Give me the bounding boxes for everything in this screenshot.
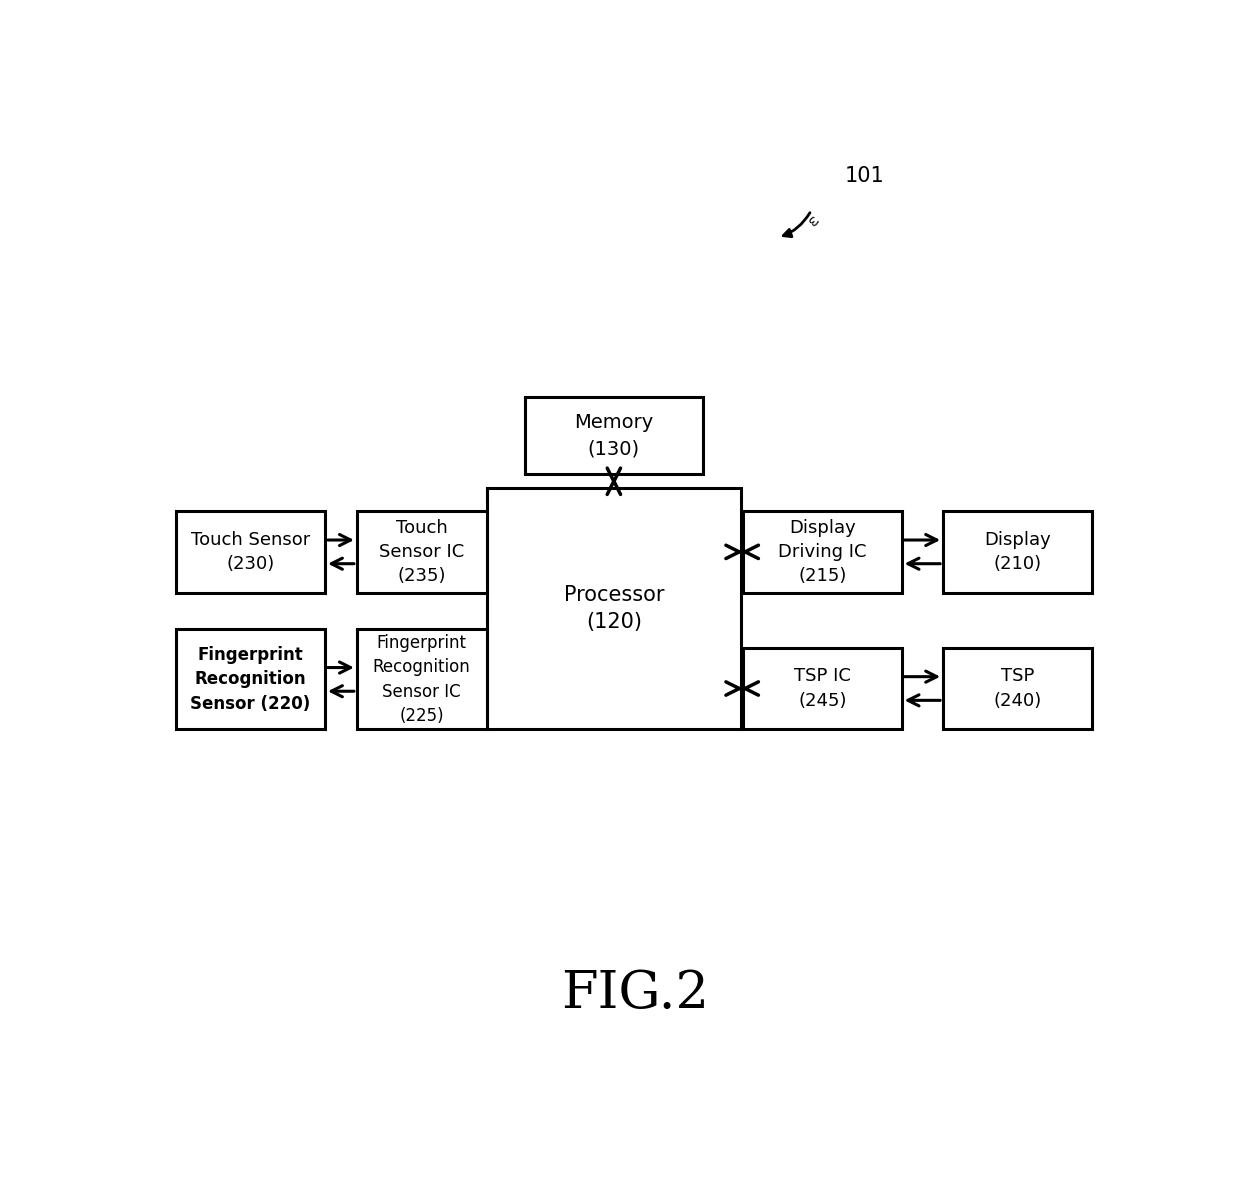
Text: TSP IC
(245): TSP IC (245) — [794, 667, 851, 710]
Text: Display
(210): Display (210) — [985, 531, 1050, 573]
FancyBboxPatch shape — [525, 397, 703, 474]
FancyBboxPatch shape — [357, 511, 486, 593]
FancyBboxPatch shape — [176, 511, 325, 593]
Text: Display
Driving IC
(215): Display Driving IC (215) — [779, 518, 867, 586]
Text: Fingerprint
Recognition
Sensor IC
(225): Fingerprint Recognition Sensor IC (225) — [373, 634, 470, 725]
Text: FIG.2: FIG.2 — [562, 968, 709, 1020]
FancyBboxPatch shape — [176, 629, 325, 730]
Text: Touch Sensor
(230): Touch Sensor (230) — [191, 531, 310, 573]
Text: Touch
Sensor IC
(235): Touch Sensor IC (235) — [379, 518, 464, 586]
FancyBboxPatch shape — [942, 647, 1092, 730]
Text: TSP
(240): TSP (240) — [993, 667, 1042, 710]
FancyBboxPatch shape — [743, 647, 901, 730]
FancyBboxPatch shape — [486, 489, 742, 730]
Text: 101: 101 — [844, 166, 885, 186]
Text: Processor
(120): Processor (120) — [564, 586, 665, 633]
FancyBboxPatch shape — [357, 629, 486, 730]
Text: Memory
(130): Memory (130) — [574, 413, 653, 458]
FancyBboxPatch shape — [743, 511, 901, 593]
Text: Fingerprint
Recognition
Sensor (220): Fingerprint Recognition Sensor (220) — [191, 646, 311, 712]
Text: ω: ω — [804, 213, 820, 230]
FancyBboxPatch shape — [942, 511, 1092, 593]
